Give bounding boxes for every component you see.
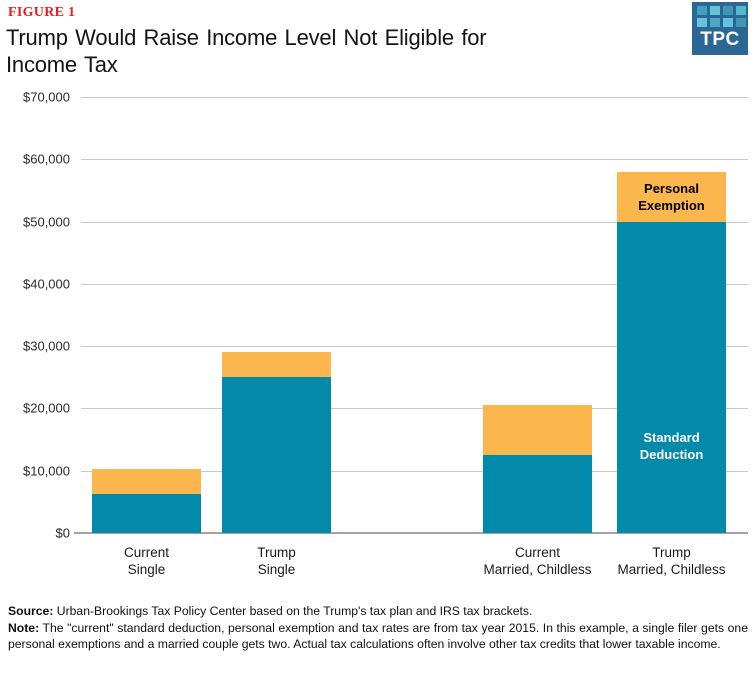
standard-deduction-segment — [92, 493, 201, 533]
chart-title-line-2: Income Tax — [6, 52, 118, 77]
x-tick-label-line: Married, Childless — [483, 562, 592, 577]
x-tick-label: Current Single — [62, 544, 232, 578]
logo-square — [723, 18, 733, 27]
x-tick-label-line: Trump — [652, 545, 691, 560]
source-line: Source: Urban-Brookings Tax Policy Cente… — [8, 603, 748, 620]
y-axis-labels: $0 $10,000 $20,000 $30,000 $40,000 $50,000 $60… — [0, 90, 70, 541]
x-tick-label-line: Current — [123, 545, 169, 560]
x-tick-label-line: Single — [127, 562, 166, 577]
logo-square — [710, 18, 720, 27]
x-axis-line — [74, 532, 748, 534]
gridline — [81, 470, 748, 472]
tpc-logo-text: TPC — [700, 29, 740, 50]
x-tick-label-line: Trump — [257, 545, 296, 560]
footnotes: Source: Urban-Brookings Tax Policy Cente… — [8, 603, 748, 653]
y-tick-label: $60,000 — [23, 151, 70, 167]
logo-square — [697, 6, 707, 15]
standard-deduction-label: Standard Deduction — [639, 429, 704, 462]
y-tick-label: $30,000 — [23, 338, 70, 354]
personal-exemption-label: Personal Exemption — [638, 180, 705, 213]
gridline — [81, 221, 748, 223]
personal-exemption-segment — [222, 352, 331, 378]
x-tick-label: Trump Single — [192, 544, 362, 578]
bar-trump-married-childless — [617, 171, 726, 533]
note-text: The "current" standard deduction, person… — [8, 620, 748, 652]
y-tick-label: $50,000 — [23, 214, 70, 230]
y-tick-label: $0 — [55, 525, 70, 541]
x-tick-label: Current Married, Childless — [453, 544, 623, 578]
gridline — [81, 408, 748, 410]
y-tick-label: $70,000 — [23, 89, 70, 105]
bar-trump-single — [222, 352, 331, 533]
source-label: Source: — [8, 604, 54, 618]
logo-square — [736, 18, 746, 27]
standard-deduction-segment — [222, 377, 331, 533]
tpc-logo: TPC — [692, 2, 748, 55]
logo-square — [736, 6, 746, 15]
x-tick-label-line: Single — [257, 562, 296, 577]
standard-deduction-segment — [617, 221, 726, 533]
personal-exemption-segment — [483, 404, 592, 455]
gridline — [81, 97, 748, 98]
chart-title-line-1: Trump Would Raise Income Level Not Eligi… — [6, 25, 487, 50]
tpc-logo-grid-icon — [692, 2, 748, 27]
y-tick-label: $20,000 — [23, 400, 70, 416]
logo-square — [710, 6, 720, 15]
note-line: Note: The "current" standard deduction, … — [8, 620, 748, 653]
plot-area: Personal Exemption Standard Deduction — [74, 97, 748, 534]
bar-current-single — [92, 468, 201, 533]
x-tick-label-line: Current — [514, 545, 560, 560]
gridline — [81, 346, 748, 348]
chart-title: Trump Would Raise Income Level Not Eligi… — [6, 24, 487, 78]
y-tick-label: $40,000 — [23, 276, 70, 292]
gridline — [81, 159, 748, 161]
x-tick-label: Trump Married, Childless — [587, 544, 754, 578]
x-tick-label-line: Married, Childless — [617, 562, 726, 577]
logo-square — [723, 6, 733, 15]
gridline — [81, 283, 748, 285]
personal-exemption-segment — [92, 468, 201, 494]
source-text: Urban-Brookings Tax Policy Center based … — [53, 604, 533, 618]
standard-deduction-segment — [483, 454, 592, 533]
y-tick-label: $10,000 — [23, 463, 70, 479]
logo-square — [697, 18, 707, 27]
bar-current-married-childless — [483, 404, 592, 533]
figure-number-label: FIGURE 1 — [8, 5, 76, 20]
note-label: Note: — [8, 620, 40, 635]
personal-exemption-segment — [617, 171, 726, 222]
